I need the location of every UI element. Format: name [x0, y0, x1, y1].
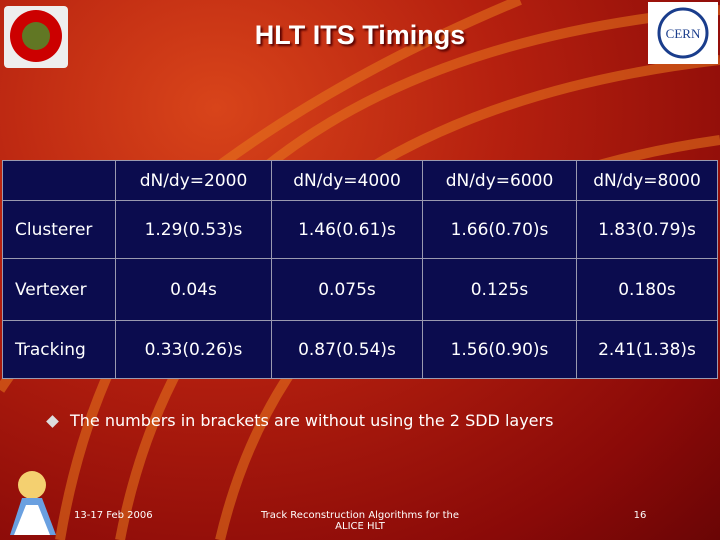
cell: 0.87(0.54)s	[271, 320, 423, 379]
page-number: 16	[633, 510, 647, 521]
slide-title: HLT ITS Timings	[254, 20, 466, 50]
cell: 0.180s	[576, 258, 718, 321]
cell: 2.41(1.38)s	[576, 320, 718, 379]
column-header: dN/dy=8000	[576, 160, 718, 201]
corner-cell	[2, 160, 116, 201]
cell: 0.075s	[271, 258, 423, 321]
cell: 1.83(0.79)s	[576, 200, 718, 259]
note: The numbers in brackets are without usin…	[70, 411, 554, 430]
cell: 0.125s	[422, 258, 577, 321]
column-header: dN/dy=6000	[422, 160, 577, 201]
svg-text:CERN: CERN	[666, 26, 701, 41]
footer-date: 13-17 Feb 2006	[74, 510, 153, 521]
column-header: dN/dy=4000	[271, 160, 423, 201]
cell: 1.29(0.53)s	[115, 200, 272, 259]
cern-logo: CERN	[648, 2, 718, 64]
cell: 0.04s	[115, 258, 272, 321]
column-header: dN/dy=2000	[115, 160, 272, 201]
row-label: Vertexer	[2, 258, 116, 321]
row-label: Tracking	[2, 320, 116, 379]
alice-figure	[10, 471, 56, 535]
footer-center: Track Reconstruction Algorithms for the …	[260, 510, 460, 532]
alice-logo	[4, 6, 68, 68]
cell: 0.33(0.26)s	[115, 320, 272, 379]
cell: 1.56(0.90)s	[422, 320, 577, 379]
row-label: Clusterer	[2, 200, 116, 259]
cell: 1.66(0.70)s	[422, 200, 577, 259]
timing-table: dN/dy=2000 dN/dy=4000 dN/dy=6000 dN/dy=8…	[2, 160, 718, 379]
cell: 1.46(0.61)s	[271, 200, 423, 259]
